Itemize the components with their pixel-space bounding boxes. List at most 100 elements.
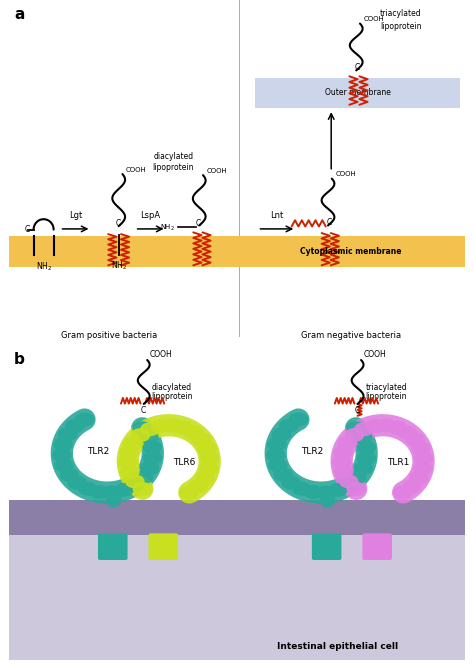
Text: COOH: COOH [149, 350, 172, 359]
Circle shape [347, 483, 365, 495]
Text: C: C [327, 218, 332, 227]
Circle shape [412, 442, 430, 455]
Text: COOH: COOH [364, 350, 386, 359]
Circle shape [121, 466, 139, 478]
Text: b: b [14, 352, 25, 367]
Circle shape [201, 452, 219, 465]
Circle shape [140, 462, 158, 474]
Text: NH$_2$: NH$_2$ [110, 259, 127, 272]
Circle shape [403, 480, 421, 492]
Bar [9, 500, 465, 535]
Circle shape [338, 437, 356, 449]
Circle shape [152, 420, 170, 432]
Text: C: C [116, 219, 121, 228]
Circle shape [289, 414, 308, 426]
Circle shape [75, 414, 94, 426]
Circle shape [365, 420, 384, 432]
Circle shape [266, 449, 285, 461]
Text: TLR1: TLR1 [387, 458, 410, 468]
Circle shape [398, 426, 417, 439]
Circle shape [268, 438, 286, 451]
Circle shape [339, 479, 357, 491]
Circle shape [118, 456, 137, 469]
Circle shape [141, 423, 159, 436]
Text: Gram negative bacteria: Gram negative bacteria [301, 331, 401, 340]
Text: Intestinal epithelial cell: Intestinal epithelial cell [276, 642, 398, 651]
Circle shape [333, 456, 351, 469]
Circle shape [200, 462, 218, 475]
Text: Lgt: Lgt [69, 211, 82, 220]
Text: TLR6: TLR6 [173, 458, 196, 468]
Circle shape [317, 486, 335, 499]
Text: COOH: COOH [336, 171, 356, 177]
Circle shape [414, 452, 433, 465]
Circle shape [357, 441, 375, 454]
Text: diacylated: diacylated [153, 152, 193, 161]
Circle shape [282, 477, 301, 489]
Circle shape [180, 486, 198, 499]
Circle shape [410, 472, 428, 484]
Text: C: C [196, 219, 201, 228]
Text: LspA: LspA [140, 211, 161, 220]
Circle shape [174, 422, 192, 434]
Text: Outer membrane: Outer membrane [325, 88, 391, 97]
Text: lipoprotein: lipoprotein [380, 21, 421, 31]
Circle shape [132, 429, 150, 442]
Text: Cytoplasmic membrane: Cytoplasmic membrane [300, 247, 401, 256]
Circle shape [144, 452, 162, 464]
Circle shape [53, 449, 71, 461]
Circle shape [120, 446, 138, 458]
Circle shape [406, 434, 425, 446]
FancyBboxPatch shape [362, 534, 392, 560]
Circle shape [60, 469, 78, 481]
Text: NH$_2$: NH$_2$ [36, 260, 52, 273]
FancyBboxPatch shape [148, 534, 178, 560]
Circle shape [54, 438, 72, 451]
Circle shape [357, 452, 375, 464]
Circle shape [394, 486, 412, 499]
Circle shape [335, 466, 353, 478]
Text: C: C [25, 225, 30, 234]
Circle shape [196, 472, 214, 484]
Circle shape [347, 422, 365, 434]
Text: triacylated: triacylated [365, 384, 407, 392]
Circle shape [115, 484, 133, 496]
Circle shape [348, 471, 366, 484]
Circle shape [269, 459, 287, 472]
Circle shape [334, 446, 352, 458]
Text: NH$_2$: NH$_2$ [160, 223, 174, 233]
Circle shape [134, 471, 152, 484]
Text: a: a [14, 7, 24, 22]
Text: lipoprotein: lipoprotein [152, 392, 193, 401]
Text: COOH: COOH [126, 167, 147, 173]
Circle shape [58, 428, 77, 441]
Circle shape [355, 423, 373, 436]
Text: COOH: COOH [207, 168, 228, 174]
Circle shape [189, 480, 207, 492]
Circle shape [192, 434, 211, 446]
Circle shape [79, 482, 97, 495]
Text: COOH: COOH [364, 16, 384, 22]
FancyBboxPatch shape [312, 534, 341, 560]
Circle shape [339, 475, 358, 488]
Circle shape [388, 422, 407, 434]
Circle shape [55, 459, 73, 472]
Bar [9, 236, 465, 267]
FancyBboxPatch shape [98, 534, 128, 560]
Text: diacylated: diacylated [152, 384, 191, 392]
Text: C: C [355, 63, 360, 72]
Circle shape [377, 419, 395, 432]
Bar [255, 78, 460, 107]
Circle shape [102, 486, 121, 499]
Text: lipoprotein: lipoprotein [153, 163, 194, 171]
Circle shape [292, 482, 310, 495]
Circle shape [140, 431, 158, 444]
Circle shape [68, 477, 86, 489]
Circle shape [274, 469, 292, 481]
Circle shape [91, 486, 109, 498]
Circle shape [163, 419, 182, 432]
Circle shape [133, 483, 152, 495]
Text: TLR2: TLR2 [87, 448, 109, 456]
Text: lipoprotein: lipoprotein [365, 392, 407, 401]
Text: triacylated: triacylated [380, 9, 422, 17]
